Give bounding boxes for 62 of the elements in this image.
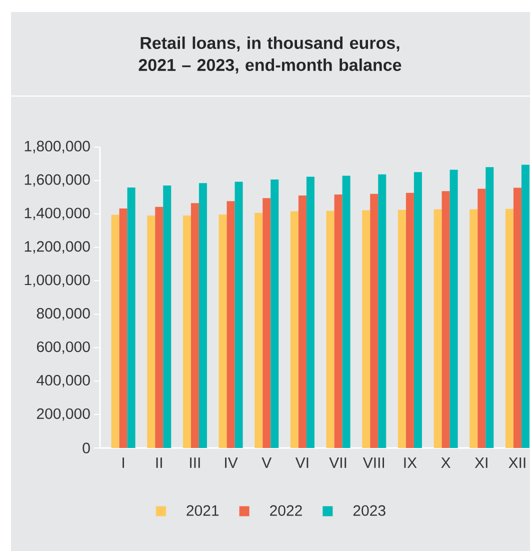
bar <box>226 201 235 448</box>
legend-label: 2021 <box>186 505 219 516</box>
x-tick-label: VII <box>329 458 346 468</box>
legend-label: 2022 <box>270 505 302 516</box>
y-tick-label: 1,600,000 <box>25 174 90 187</box>
y-tick-label: 1,800,000 <box>25 140 90 154</box>
bar <box>450 170 458 448</box>
bar <box>234 182 243 448</box>
bar <box>270 179 279 448</box>
bar <box>111 214 120 448</box>
y-tick-label: 0 <box>82 442 90 454</box>
x-tick-label: X <box>441 458 451 468</box>
bar <box>163 185 172 448</box>
y-tick-label: 400,000 <box>36 374 90 388</box>
bar <box>119 208 128 448</box>
bar <box>147 216 156 448</box>
x-tick-label: XII <box>508 458 526 468</box>
y-tick-label: 200,000 <box>37 408 90 421</box>
bar <box>506 208 514 448</box>
y-tick-label: 600,000 <box>37 341 90 354</box>
bar <box>334 194 342 448</box>
bar <box>434 209 442 448</box>
x-tick-label: VI <box>296 458 308 468</box>
x-tick-label: III <box>190 458 200 468</box>
bar <box>155 206 164 448</box>
bar <box>478 188 486 448</box>
bar <box>522 164 530 448</box>
bar <box>298 195 307 448</box>
bar <box>199 183 208 448</box>
x-tick-label: II <box>156 458 162 468</box>
bar <box>514 188 522 448</box>
chart-title: Retail loans, in thousand euros, 2021 – 2023, end-month balance <box>138 36 402 74</box>
x-tick-label: VIII <box>363 458 384 468</box>
x-tick-label: I <box>122 458 124 468</box>
bar <box>127 187 136 448</box>
bar <box>218 214 227 448</box>
bar <box>290 211 299 448</box>
bar <box>326 210 334 448</box>
bar <box>442 191 450 448</box>
x-tick-label: V <box>262 458 272 468</box>
bar <box>342 176 350 448</box>
bar <box>378 174 386 448</box>
y-tick-label: 1,400,000 <box>25 208 90 220</box>
bar <box>398 210 406 448</box>
bar <box>470 209 478 448</box>
bar <box>254 212 263 448</box>
bar <box>370 194 378 448</box>
x-tick-label: IV <box>225 458 238 468</box>
bar <box>262 198 271 448</box>
bar <box>406 192 414 448</box>
x-tick-label: IX <box>404 458 417 468</box>
bar <box>414 172 422 448</box>
bar <box>486 167 494 448</box>
legend-label: 2023 <box>354 505 386 516</box>
y-tick-label: 1,000,000 <box>25 274 90 287</box>
x-tick-label: XI <box>474 458 488 468</box>
bar <box>362 210 370 448</box>
y-tick-label: 1,200,000 <box>25 241 90 254</box>
bar <box>306 176 315 448</box>
bar <box>191 203 200 448</box>
bar <box>183 216 192 448</box>
y-tick-label: 800,000 <box>37 308 90 320</box>
